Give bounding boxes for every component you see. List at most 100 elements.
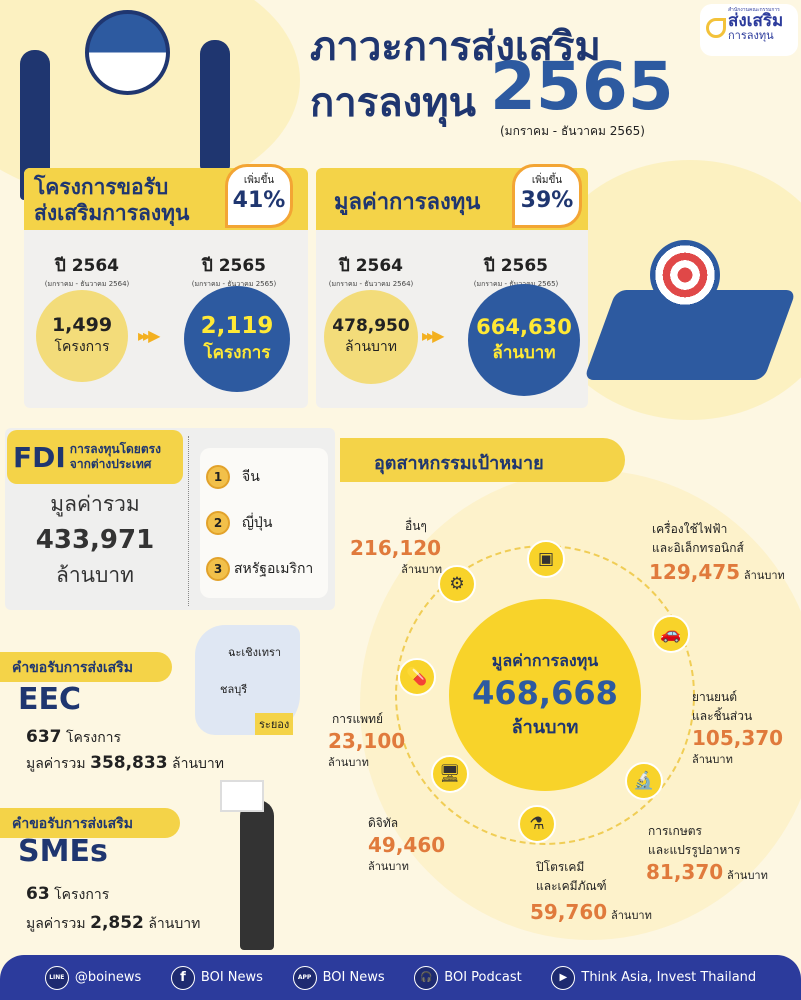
industry-name: ดิจิทัล	[368, 816, 399, 830]
fdi-desc-line2: จากต่างประเทศ	[69, 457, 152, 471]
logo-line2: การลงทุน	[728, 29, 774, 42]
center-label: มูลค่าการลงทุน	[491, 651, 599, 670]
projects-curr-value: 2,119	[200, 312, 274, 339]
industry-agriculture: การเกษตร และแปรรูปอาหาร 81,370 ล้านบาท	[646, 822, 768, 884]
page-title-line2: การลงทุน	[310, 80, 476, 126]
chart-illustration	[85, 10, 170, 95]
investment-prev-value: 478,950	[332, 316, 410, 336]
ranking-item: 3 สหรัฐอเมริกา	[206, 546, 322, 592]
center-investment-circle: มูลค่าการลงทุน 468,668 ล้านบาท	[449, 599, 641, 791]
eec-value-unit: ล้านบาท	[172, 756, 224, 772]
flask-icon: ⚗	[518, 805, 556, 843]
country-name: สหรัฐอเมริกา	[234, 561, 314, 577]
divider	[188, 436, 189, 606]
app-icon: APP	[292, 965, 317, 990]
podcast-icon: 🎧	[414, 965, 439, 990]
footer-label: BOI News	[322, 970, 385, 985]
footer-facebook[interactable]: f BOI News	[170, 965, 263, 990]
eec-value-number: 358,833	[90, 753, 168, 773]
footer-line[interactable]: LINE @boinews	[44, 965, 142, 990]
industry-other: อื่นๆ 216,120 ล้านบาท	[350, 517, 460, 578]
year-label: ปี 2565	[201, 256, 267, 276]
industry-name: การเกษตร	[648, 824, 702, 838]
industry-unit: ล้านบาท	[328, 756, 369, 769]
fdi-total-unit: ล้านบาท	[56, 563, 134, 587]
industry-value: 105,370	[692, 726, 784, 750]
arrow-icon: ▸▸▶	[138, 326, 160, 345]
target-industries-title: อุตสาหกรรมเป้าหมาย	[374, 453, 544, 474]
increase-label: เพิ่มขึ้น	[243, 175, 275, 186]
arrow-icon: ▸▸▶	[422, 326, 444, 345]
increase-label: เพิ่มขึ้น	[531, 175, 563, 186]
fdi-panel: FDI การลงทุนโดยตรง จากต่างประเทศ มูลค่ารว…	[5, 428, 335, 610]
industry-value: 216,120	[350, 536, 442, 560]
projects-curr-circle: 2,119 โครงการ	[184, 286, 290, 392]
industry-name: เครื่องใช้ไฟฟ้า	[652, 522, 728, 536]
industry-medical: การแพทย์ 23,100 ล้านบาท	[328, 710, 405, 771]
industry-unit: ล้านบาท	[401, 563, 442, 576]
sme-value: มูลค่ารวม 2,852 ล้านบาท	[26, 913, 200, 935]
industry-name-line2: และชิ้นส่วน	[692, 709, 753, 723]
projects-prev-unit: โครงการ	[54, 339, 110, 355]
industry-name-line2: และอิเล็กทรอนิกส์	[652, 541, 744, 555]
logo-small-text: สำนักงานคณะกรรมการ	[728, 7, 780, 13]
microscope-icon: 🔬	[625, 762, 663, 800]
projects-prev-year: ปี 2564 (มกราคม - ธันวาคม 2564)	[32, 252, 142, 290]
industry-electronics: เครื่องใช้ไฟฟ้า และอิเล็กทรอนิกส์ 129,47…	[649, 520, 785, 584]
medicine-icon: 💊	[398, 658, 436, 696]
sme-projects-unit: โครงการ	[54, 887, 110, 903]
province-rayong: ระยอง	[255, 713, 294, 735]
industry-name: การแพทย์	[332, 712, 384, 726]
page-title-year: 2565	[490, 48, 674, 125]
province-chachoengsao: ฉะเชิงเทรา	[228, 646, 282, 659]
footer-label: Think Asia, Invest Thailand	[581, 970, 757, 985]
center-unit: ล้านบาท	[511, 717, 579, 738]
industry-name: ยานยนต์	[692, 690, 737, 704]
center-value: 468,668	[472, 674, 618, 712]
industry-value: 129,475	[649, 560, 741, 584]
industry-name: อื่นๆ	[405, 519, 427, 533]
industry-digital: ดิจิทัล 49,460 ล้านบาท	[368, 814, 445, 875]
increase-value: 41%	[232, 188, 286, 213]
line-icon: LINE	[44, 965, 69, 990]
footer-youtube[interactable]: ▶ Think Asia, Invest Thailand	[551, 965, 757, 990]
car-icon: 🚗	[652, 615, 690, 653]
year-label: ปี 2564	[338, 256, 404, 276]
year-label: ปี 2565	[483, 256, 549, 276]
investment-increase-badge: เพิ่มขึ้น 39%	[512, 164, 582, 228]
industry-unit: ล้านบาท	[743, 569, 785, 582]
boi-logo: สำนักงานคณะกรรมการ ส่งเสริม การลงทุน	[700, 4, 798, 56]
fdi-ranking: 1 จีน 2 ญี่ปุ่น 3 สหรัฐอเมริกา	[200, 448, 328, 598]
country-name: ญี่ปุ่น	[242, 515, 273, 531]
businessman-illustration	[240, 800, 274, 950]
period-label: (มกราคม - ธันวาคม 2565)	[191, 280, 277, 288]
eec-value: มูลค่ารวม 358,833 ล้านบาท	[26, 753, 224, 775]
eec-label-box: คำขอรับการส่งเสริม	[0, 652, 172, 682]
eec-value-label: มูลค่ารวม	[26, 756, 86, 772]
investment-curr-unit: ล้านบาท	[492, 342, 556, 363]
fdi-total: มูลค่ารวม 433,971 ล้านบาท	[5, 488, 185, 592]
industry-name-line2: และเคมีภัณฑ์	[536, 879, 607, 893]
industry-petrochemical: ปิโตรเคมี และเคมีภัณฑ์ 59,760 ล้านบาท	[530, 858, 652, 924]
footer-label: @boinews	[74, 970, 142, 985]
target-industries-header: อุตสาหกรรมเป้าหมาย	[340, 438, 625, 482]
sme-projects: 63 โครงการ	[26, 884, 109, 906]
fdi-desc: การลงทุนโดยตรง จากต่างประเทศ	[70, 442, 161, 472]
investment-curr-circle: 664,630 ล้านบาท	[468, 284, 580, 396]
industry-value: 49,460	[368, 833, 446, 857]
footer-label: BOI News	[200, 970, 263, 985]
projects-curr-unit: โครงการ	[203, 342, 271, 363]
footer-app[interactable]: APP BOI News	[292, 965, 385, 990]
footer-label: BOI Podcast	[444, 970, 522, 985]
footer-podcast[interactable]: 🎧 BOI Podcast	[414, 965, 522, 990]
industry-value: 23,100	[328, 729, 406, 753]
fdi-desc-line1: การลงทุนโดยตรง	[69, 442, 161, 456]
sme-value-number: 2,852	[90, 913, 144, 933]
footer-social-bar: LINE @boinews f BOI News APP BOI News 🎧 BOI …	[0, 955, 801, 1000]
sme-projects-value: 63	[26, 884, 50, 904]
projects-prev-value: 1,499	[51, 314, 113, 336]
industry-unit: ล้านบาท	[368, 860, 409, 873]
medal-icon: 1	[206, 465, 230, 489]
fdi-total-value: 433,971	[35, 525, 155, 555]
projects-title-line1: โครงการขอรับ	[34, 175, 169, 199]
